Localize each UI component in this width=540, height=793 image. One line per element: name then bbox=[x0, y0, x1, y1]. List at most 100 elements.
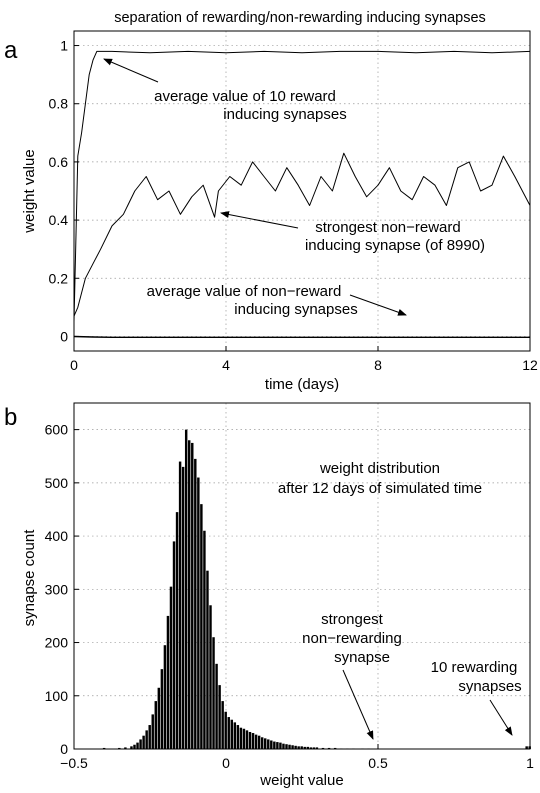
chart-a-series-group bbox=[73, 50, 531, 338]
histogram-bar bbox=[145, 730, 148, 749]
chart-b-xtick-label: −0.5 bbox=[60, 755, 88, 771]
histogram-bar bbox=[166, 615, 170, 749]
chart-b-xtick-label: 0 bbox=[222, 755, 230, 771]
histogram-bar bbox=[254, 734, 258, 749]
annotation-nonreward-avg-line2: inducing synapses bbox=[234, 301, 357, 318]
chart-b-ytick-label: 600 bbox=[45, 422, 69, 438]
histogram-bar bbox=[248, 731, 252, 749]
chart-a-ytick-label: 0.2 bbox=[49, 270, 69, 286]
chart-b-frame bbox=[73, 402, 531, 750]
annotation-strongest-nonrewarding-line2: non−rewarding bbox=[302, 630, 402, 647]
histogram-bar bbox=[291, 745, 294, 749]
chart-a-xtick-label: 12 bbox=[522, 357, 538, 373]
histogram-bar bbox=[242, 728, 246, 749]
histogram-bar bbox=[303, 746, 306, 749]
histogram-bar bbox=[178, 461, 182, 749]
annotation-strongest-nonrewarding-arrow bbox=[342, 669, 374, 740]
histogram-bar bbox=[245, 730, 249, 749]
histogram-bar bbox=[184, 429, 188, 749]
histogram-bar bbox=[224, 711, 227, 749]
histogram-bar bbox=[276, 742, 279, 749]
histogram-bar bbox=[321, 747, 325, 749]
panel-a-label: a bbox=[4, 37, 18, 64]
chart-b-ytick-label: 0 bbox=[60, 741, 68, 757]
histogram-bar bbox=[197, 477, 200, 749]
histogram-bar bbox=[218, 685, 221, 749]
annotation-strongest-nonreward-line1: strongest non−reward bbox=[315, 219, 461, 236]
histogram-bar bbox=[525, 746, 528, 749]
panel-b-label: b bbox=[4, 404, 17, 431]
histogram-bar bbox=[264, 738, 267, 749]
histogram-bar bbox=[163, 645, 167, 749]
annotation-nonreward-avg-arrow bbox=[349, 294, 407, 316]
histogram-bar bbox=[200, 504, 203, 749]
histogram-bar bbox=[160, 669, 164, 749]
annotation-reward-avg-line1: average value of 10 reward bbox=[154, 88, 336, 105]
chart-b-ytick-label: 100 bbox=[45, 688, 69, 704]
annotation-nonreward-avg-line1: average value of non−reward bbox=[147, 283, 342, 300]
histogram-bar bbox=[194, 458, 197, 749]
chart-b-xtick-label: 0.5 bbox=[368, 755, 388, 771]
histogram-bar bbox=[142, 735, 145, 749]
histogram-bar bbox=[148, 725, 151, 749]
histogram-bar bbox=[124, 747, 127, 749]
chart-b-xlabel: weight value bbox=[259, 772, 343, 789]
histogram-bar bbox=[300, 746, 303, 749]
histogram-bar bbox=[151, 714, 154, 749]
annotation-strongest-nonreward-line2: inducing synapse (of 8990) bbox=[305, 237, 485, 254]
histogram-bar bbox=[333, 747, 337, 749]
series-nonreward-average-line bbox=[73, 335, 530, 338]
chart-b-xtick-label: 1 bbox=[526, 755, 534, 771]
annotation-reward-avg: average value of 10 reward inducing syna… bbox=[103, 58, 347, 123]
chart-a-xlabel: time (days) bbox=[265, 376, 339, 393]
chart-a-frame bbox=[73, 30, 531, 352]
histogram-bar bbox=[279, 742, 282, 749]
annotation-strongest-nonreward: strongest non−reward inducing synapse (o… bbox=[220, 211, 485, 254]
histogram-bar bbox=[294, 745, 297, 749]
histogram-bar bbox=[118, 747, 121, 749]
panel-a: a separation of rewarding/non-rewarding … bbox=[4, 10, 538, 393]
chart-a-ytick-label: 0.6 bbox=[49, 154, 69, 170]
chart-a-ytick-label: 0.8 bbox=[49, 96, 69, 112]
series-reward-average-line bbox=[73, 50, 531, 322]
histogram-bar bbox=[175, 512, 179, 749]
histogram-bar bbox=[139, 739, 142, 749]
histogram-bar bbox=[188, 440, 191, 749]
chart-b-ytick-label: 200 bbox=[45, 635, 69, 651]
histogram-bar bbox=[257, 735, 261, 749]
histogram-bar bbox=[312, 747, 316, 749]
histogram-bar bbox=[130, 746, 133, 749]
chart-b-ytick-label: 300 bbox=[45, 581, 69, 597]
chart-a-ticks: 0 4 8 12 0 0.2 0.4 0.6 0.8 1 bbox=[49, 38, 538, 373]
annotation-rewarding-line2: synapses bbox=[458, 678, 521, 695]
chart-a-ytick-label: 0 bbox=[60, 328, 68, 344]
histogram-bar bbox=[327, 747, 331, 749]
histogram-bar bbox=[215, 663, 218, 749]
histogram-bar bbox=[227, 717, 230, 749]
annotation-strongest-nonreward-arrow bbox=[220, 211, 299, 229]
histogram-bar bbox=[206, 570, 209, 749]
histogram-bar bbox=[285, 744, 288, 749]
chart-a-ytick-label: 0.4 bbox=[49, 212, 69, 228]
histogram-bar bbox=[203, 530, 206, 749]
chart-b-ytick-label: 500 bbox=[45, 475, 69, 491]
chart-a-xtick-label: 4 bbox=[222, 357, 230, 373]
histogram-bar bbox=[282, 743, 285, 749]
histogram-bar bbox=[209, 605, 212, 749]
histogram-bar bbox=[236, 725, 240, 749]
histogram-bar bbox=[288, 744, 291, 749]
chart-b-bars bbox=[102, 429, 531, 749]
chart-b-grid bbox=[73, 403, 531, 750]
histogram-bar bbox=[169, 586, 173, 749]
chart-b-title: weight distribution bbox=[319, 460, 440, 477]
histogram-bar bbox=[172, 541, 176, 749]
histogram-bar bbox=[191, 442, 194, 749]
annotation-strongest-nonrewarding-line3: synapse bbox=[334, 649, 390, 666]
histogram-bar bbox=[270, 740, 273, 749]
chart-a-xtick-label: 8 bbox=[374, 357, 382, 373]
histogram-bar bbox=[133, 744, 136, 749]
histogram-bar bbox=[297, 746, 300, 749]
